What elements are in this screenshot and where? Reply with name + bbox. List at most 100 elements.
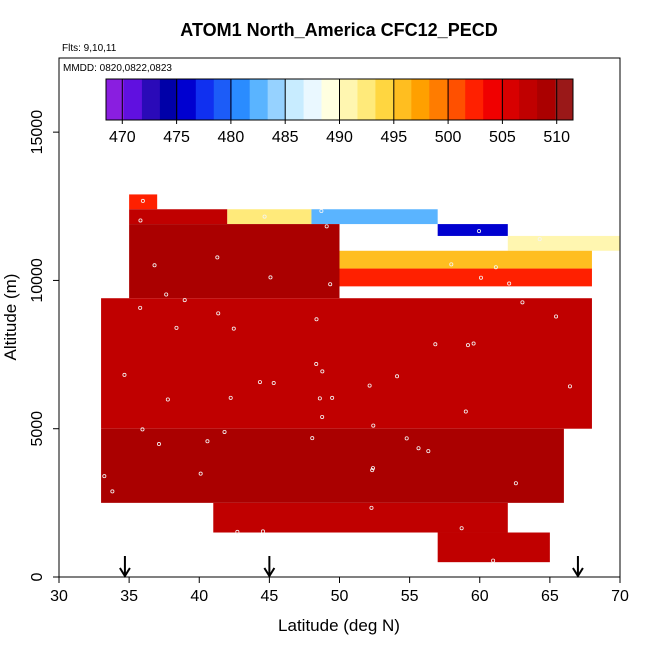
sample-point <box>459 526 464 531</box>
colorbar-tick-label: 485 <box>272 129 299 146</box>
colorbar-swatch <box>411 79 430 120</box>
sample-point <box>493 265 498 270</box>
sample-point <box>231 326 236 331</box>
colorbar-swatch <box>339 79 358 120</box>
sample-point <box>317 396 322 401</box>
heatmap-cell <box>311 250 592 269</box>
sample-point <box>260 529 265 534</box>
sample-point <box>110 489 115 494</box>
sample-point <box>174 325 179 330</box>
colorbar-swatch <box>321 79 340 120</box>
colorbar-tick-label: 500 <box>435 129 462 146</box>
colorbar-tick-label: 495 <box>380 129 407 146</box>
sample-point <box>257 380 262 385</box>
sample-point <box>513 481 518 486</box>
sample-point <box>426 449 431 454</box>
sample-point <box>416 446 421 451</box>
colorbar-swatch <box>123 79 143 120</box>
sample-point <box>520 300 525 305</box>
chart-title: ATOM1 North_America CFC12_PECD <box>180 20 497 40</box>
sample-point <box>465 343 470 348</box>
colorbar-tick-label: 490 <box>326 129 353 146</box>
sample-point <box>395 374 400 379</box>
sample-point <box>222 429 227 434</box>
heatmap-cell <box>437 532 550 563</box>
colorbar-swatch <box>303 79 323 120</box>
sample-point <box>449 262 454 267</box>
colorbar-swatch <box>106 79 125 120</box>
sample-point <box>369 505 374 510</box>
x-tick-label: 30 <box>50 588 68 605</box>
flights-label: Flts: 9,10,11 <box>62 43 117 54</box>
sample-point <box>310 436 315 441</box>
y-tick-label: 10000 <box>29 258 46 303</box>
sample-point <box>156 442 161 447</box>
sample-point <box>370 466 375 471</box>
sample-point <box>182 298 187 303</box>
sample-point <box>138 305 143 310</box>
sample-point <box>471 341 476 346</box>
sample-point <box>102 474 107 479</box>
sample-point <box>268 275 273 280</box>
colorbar-tick-label: 510 <box>543 129 570 146</box>
sample-point <box>477 229 482 234</box>
sample-point <box>567 384 572 389</box>
colorbar-swatch <box>555 79 574 120</box>
sample-point <box>319 209 324 214</box>
colorbar-swatch <box>213 79 233 120</box>
colorbar-tick-label: 505 <box>489 129 516 146</box>
sample-point <box>367 383 372 388</box>
x-tick-label: 65 <box>541 588 559 605</box>
heatmap-cell <box>311 209 438 225</box>
x-tick-label: 40 <box>190 588 208 605</box>
colorbar-swatch <box>177 79 197 120</box>
x-tick-label: 45 <box>260 588 278 605</box>
x-axis: 30 35 40 45 50 55 60 65 70 <box>50 577 629 605</box>
sample-point <box>320 414 325 419</box>
sample-point <box>122 372 127 377</box>
x-tick-label: 70 <box>611 588 629 605</box>
x-tick-label: 60 <box>471 588 489 605</box>
heatmap-cell <box>129 194 158 210</box>
heatmap-cell <box>101 298 592 429</box>
colorbar-swatch <box>429 79 448 120</box>
profile-arrow-head <box>572 567 584 578</box>
sample-point <box>138 218 143 223</box>
profile-arrow-head <box>263 567 276 578</box>
sample-point <box>215 255 220 260</box>
sample-point <box>314 317 319 322</box>
heatmap-cells <box>101 194 620 563</box>
sample-point <box>271 381 276 386</box>
sample-point <box>324 224 329 229</box>
colorbar-swatch <box>141 79 161 120</box>
y-axis-label: Altitude (m) <box>1 274 20 361</box>
colorbar-swatch <box>267 79 287 120</box>
heatmap-cell <box>101 428 564 503</box>
colorbar-swatch <box>249 79 269 120</box>
sample-point <box>370 468 375 473</box>
sample-point <box>491 558 496 563</box>
colorbar-swatch <box>447 79 466 120</box>
colorbar-swatch <box>519 79 538 120</box>
sample-point <box>228 395 233 400</box>
colorbar-swatch <box>393 79 412 120</box>
x-tick-label: 35 <box>120 588 138 605</box>
dates-label: MMDD: 0820,0822,0823 <box>63 63 172 74</box>
colorbar-swatch <box>483 79 502 120</box>
sample-point <box>320 369 325 374</box>
colorbar: 470 475 480 485 490 495 500 505 510 <box>105 78 574 146</box>
sample-point <box>262 214 267 219</box>
colorbar-swatch <box>231 79 251 120</box>
colorbar-swatch <box>537 79 556 120</box>
sample-point <box>314 362 319 367</box>
sample-point <box>371 423 376 428</box>
x-tick-label: 55 <box>401 588 419 605</box>
sample-point <box>165 397 170 402</box>
x-tick-label: 50 <box>331 588 349 605</box>
x-axis-label: Latitude (deg N) <box>278 616 400 635</box>
heatmap-cell <box>129 224 340 299</box>
colorbar-tick-label: 470 <box>109 129 136 146</box>
colorbar-swatch <box>195 79 215 120</box>
heatmap-cell <box>339 268 592 287</box>
y-tick-label: 5000 <box>29 411 46 447</box>
